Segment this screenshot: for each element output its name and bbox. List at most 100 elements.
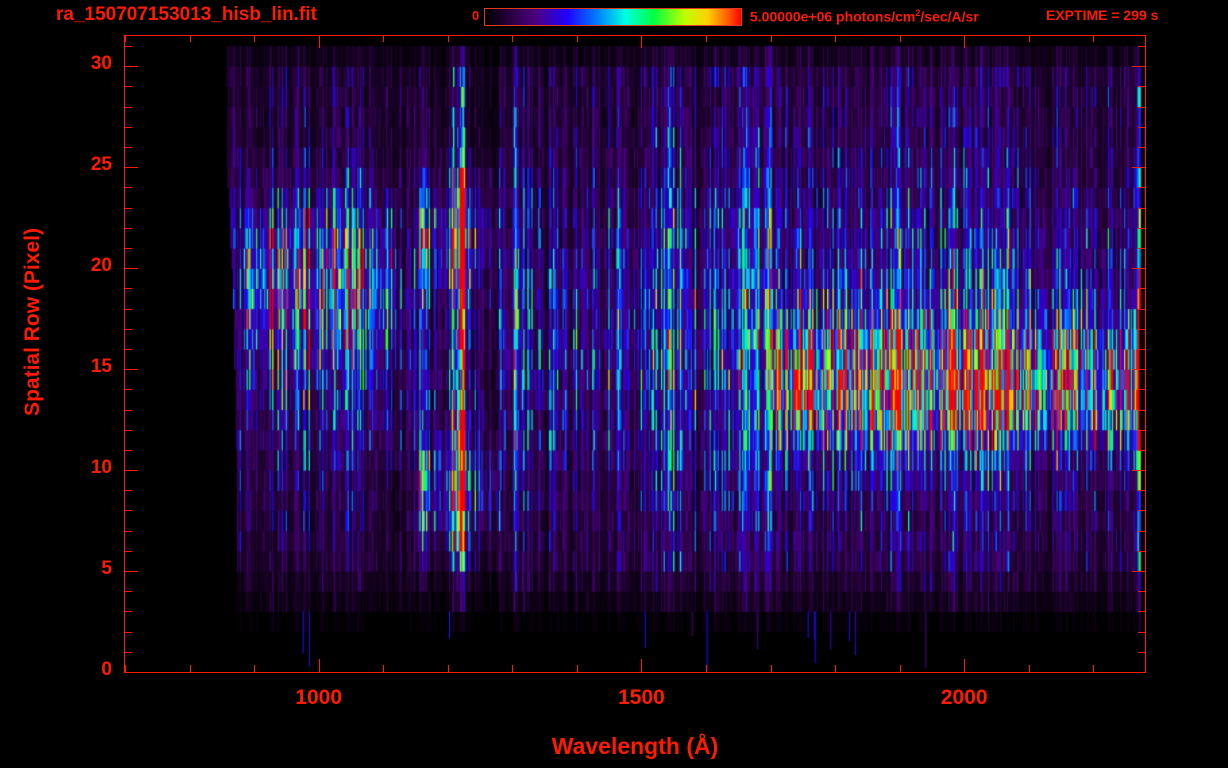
axis-tick (125, 652, 132, 653)
axis-tick (254, 665, 255, 672)
plot-area (124, 35, 1146, 673)
colorbar-min-label: 0 (472, 8, 480, 23)
axis-tick (1138, 510, 1145, 511)
axis-tick (1138, 652, 1145, 653)
axis-tick (1138, 127, 1145, 128)
axis-tick (125, 410, 132, 411)
axis-tick (1138, 410, 1145, 411)
axis-tick (190, 35, 191, 42)
axis-tick (125, 389, 132, 390)
y-tick-label: 10 (90, 457, 112, 479)
axis-tick (125, 35, 126, 42)
page-title: ra_150707153013_hisb_lin.fit (56, 4, 317, 25)
y-tick-label: 0 (101, 659, 112, 680)
axis-tick (900, 35, 901, 42)
y-tick-label: 30 (90, 53, 112, 75)
axis-tick (125, 248, 132, 249)
axis-tick (1132, 268, 1145, 269)
axis-tick (1138, 490, 1145, 491)
axis-tick (1029, 665, 1030, 672)
axis-tick (577, 665, 578, 672)
axis-tick (125, 510, 132, 511)
axis-tick (641, 659, 642, 672)
axis-tick (125, 632, 132, 633)
axis-tick (125, 107, 132, 108)
axis-tick (448, 35, 449, 42)
x-axis-title: Wavelength (Å) (551, 733, 719, 759)
axis-tick (190, 665, 191, 672)
axis-tick (125, 551, 132, 552)
axis-tick (1093, 665, 1094, 672)
axis-tick (964, 35, 965, 48)
axis-tick (125, 571, 138, 572)
axis-tick (706, 35, 707, 42)
axis-tick (1138, 349, 1145, 350)
axis-tick (1029, 35, 1030, 42)
axis-tick (1138, 208, 1145, 209)
axis-tick (125, 470, 138, 471)
axis-tick (383, 35, 384, 42)
colorbar-units-tail: /sec/A/sr (920, 8, 979, 25)
axis-tick (1138, 611, 1145, 612)
axis-tick (125, 591, 132, 592)
axis-tick (254, 35, 255, 42)
axis-tick (319, 659, 320, 672)
axis-tick (125, 268, 138, 269)
axis-tick (125, 490, 132, 491)
axis-tick (1138, 147, 1145, 148)
colorbar-units-exponent: 2 (915, 8, 921, 18)
axis-tick (1138, 591, 1145, 592)
axis-tick (1138, 389, 1145, 390)
axis-tick (1132, 470, 1145, 471)
axis-tick (1138, 430, 1145, 431)
axis-tick (1138, 248, 1145, 249)
axis-tick (900, 665, 901, 672)
axis-tick (125, 288, 132, 289)
x-tick-label: 1500 (618, 686, 665, 709)
axis-tick (1138, 107, 1145, 108)
axis-tick (1132, 369, 1145, 370)
axis-tick (125, 665, 126, 672)
axis-tick (125, 208, 132, 209)
axis-tick (641, 35, 642, 48)
colorbar (484, 8, 742, 26)
axis-tick (125, 228, 132, 229)
axis-tick (1138, 450, 1145, 451)
axis-tick (964, 659, 965, 672)
axis-tick (125, 329, 132, 330)
axis-tick (125, 127, 132, 128)
axis-tick (125, 611, 132, 612)
y-tick-label: 20 (90, 255, 112, 277)
axis-tick (512, 35, 513, 42)
axis-tick (125, 167, 138, 168)
axis-tick (1132, 571, 1145, 572)
axis-tick (448, 665, 449, 672)
axis-tick (1138, 632, 1145, 633)
axis-tick (1132, 66, 1145, 67)
axis-tick (1132, 672, 1145, 673)
axis-tick (1138, 228, 1145, 229)
axis-tick (1138, 86, 1145, 87)
axis-tick (771, 35, 772, 42)
axis-tick (835, 665, 836, 672)
axis-tick (1138, 531, 1145, 532)
axis-tick (125, 531, 132, 532)
axis-tick (319, 35, 320, 48)
y-axis-title: Spatial Row (Pixel) (21, 228, 44, 416)
axis-tick (125, 147, 132, 148)
axis-tick (1138, 551, 1145, 552)
x-tick-label: 2000 (940, 686, 988, 709)
axis-tick (383, 665, 384, 672)
colorbar-gradient (485, 9, 741, 25)
axis-tick (125, 450, 132, 451)
axis-tick (125, 46, 132, 47)
axis-tick (125, 86, 132, 87)
exptime-label: EXPTIME = 299 s (1046, 7, 1159, 23)
axis-tick (125, 430, 132, 431)
axis-tick (1132, 167, 1145, 168)
colorbar-max-label: 5.00000e+06 photons/cm2/sec/A/sr (750, 8, 979, 25)
axis-tick (1138, 329, 1145, 330)
axis-tick (771, 665, 772, 672)
axis-tick (1138, 309, 1145, 310)
